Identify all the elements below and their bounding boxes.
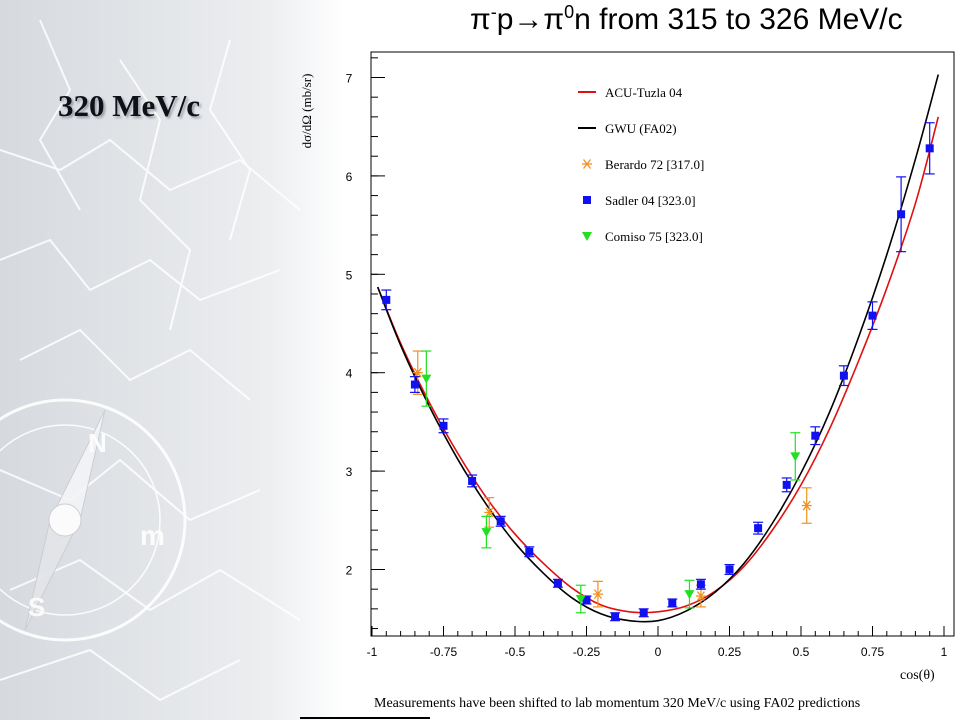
x-tick-label: 0	[655, 645, 662, 659]
x-tick-label: 0.75	[861, 645, 885, 659]
plot-frame	[370, 51, 955, 637]
data-point-sadler	[611, 612, 620, 621]
model-curves	[376, 74, 940, 623]
x-tick-label: 0.25	[718, 645, 742, 659]
y-tick-label: 4	[346, 367, 353, 381]
y-tick-label: 5	[346, 268, 353, 282]
svg-text:S: S	[28, 592, 45, 622]
y-tick-label: 3	[346, 465, 353, 479]
x-tick-label: -0.75	[430, 645, 458, 659]
legend-label: ACU-Tuzla 04	[605, 85, 683, 100]
data-point-sadler	[782, 480, 791, 489]
curve-acu-tuzla-04	[376, 116, 940, 614]
data-point-berardo	[801, 500, 812, 511]
data-point-berardo	[484, 507, 495, 518]
data-point-sadler	[468, 476, 477, 485]
slide-title: 320 MeV/c	[58, 88, 201, 123]
data-point-comiso	[421, 374, 432, 384]
data-point-sadler	[754, 524, 763, 533]
data-point-sadler	[525, 547, 534, 556]
footnote: Measurements have been shifted to lab mo…	[374, 696, 861, 711]
data-point-sadler	[668, 598, 677, 607]
data-point-sadler	[811, 431, 820, 440]
svg-text:m: m	[140, 520, 165, 551]
svg-text:N: N	[88, 428, 107, 458]
data-point-sadler	[582, 596, 591, 605]
data-point-sadler	[410, 380, 419, 389]
data-point-berardo	[592, 589, 603, 599]
data-point-sadler	[553, 579, 562, 588]
data-point-sadler	[725, 565, 734, 574]
data-point-sadler	[382, 295, 391, 304]
data-point-sadler	[897, 210, 906, 219]
data-point-comiso	[575, 595, 586, 605]
data-point-berardo	[695, 591, 706, 601]
x-tick-label: 1	[941, 645, 948, 659]
data-point-sadler	[839, 371, 848, 380]
data-point-comiso	[481, 528, 492, 538]
legend-marker-comiso	[582, 232, 592, 241]
map-texture-lines	[0, 19, 301, 702]
legend-label: Berardo 72 [317.0]	[605, 157, 704, 172]
data-points	[381, 122, 935, 622]
legend-label: Comiso 75 [323.0]	[605, 229, 703, 244]
data-point-sadler	[639, 608, 648, 617]
data-point-sadler	[925, 144, 934, 153]
y-axis-label: dσ/dΩ (mb/sr)	[299, 73, 314, 149]
x-tick-label: -0.5	[505, 645, 526, 659]
data-point-comiso	[684, 590, 695, 600]
x-tick-label: -0.25	[573, 645, 601, 659]
compass-rose-icon: N m S	[0, 398, 187, 642]
data-point-sadler	[868, 311, 877, 320]
x-tick-label: 0.5	[793, 645, 810, 659]
legend-marker-sadler	[583, 196, 591, 204]
y-tick-label: 6	[346, 170, 353, 184]
legend-marker-berardo	[582, 159, 592, 169]
axis-ticks: -1 -0.75 -0.5 -0.25 0 0.25 0.5 0.75 1 2 3 4 5 6 7	[346, 57, 948, 659]
data-point-sadler	[496, 517, 505, 526]
data-point-sadler	[439, 421, 448, 430]
data-point-sadler	[696, 580, 705, 589]
data-point-berardo	[412, 367, 423, 378]
legend: ACU-Tuzla 04 GWU (FA02) Berardo 72 [317.0]…	[578, 85, 704, 244]
x-tick-label: -1	[367, 645, 378, 659]
legend-label: Sadler 04 [323.0]	[605, 193, 696, 208]
y-tick-label: 7	[346, 72, 353, 86]
chart-title: π-p→π0n from 315 to 326 MeV/c	[470, 2, 903, 36]
y-tick-label: 2	[346, 564, 353, 578]
x-axis-label: cos(θ)	[900, 668, 935, 683]
curve-gwu-fa02	[376, 74, 940, 623]
data-point-comiso	[790, 452, 801, 462]
legend-label: GWU (FA02)	[605, 121, 677, 136]
